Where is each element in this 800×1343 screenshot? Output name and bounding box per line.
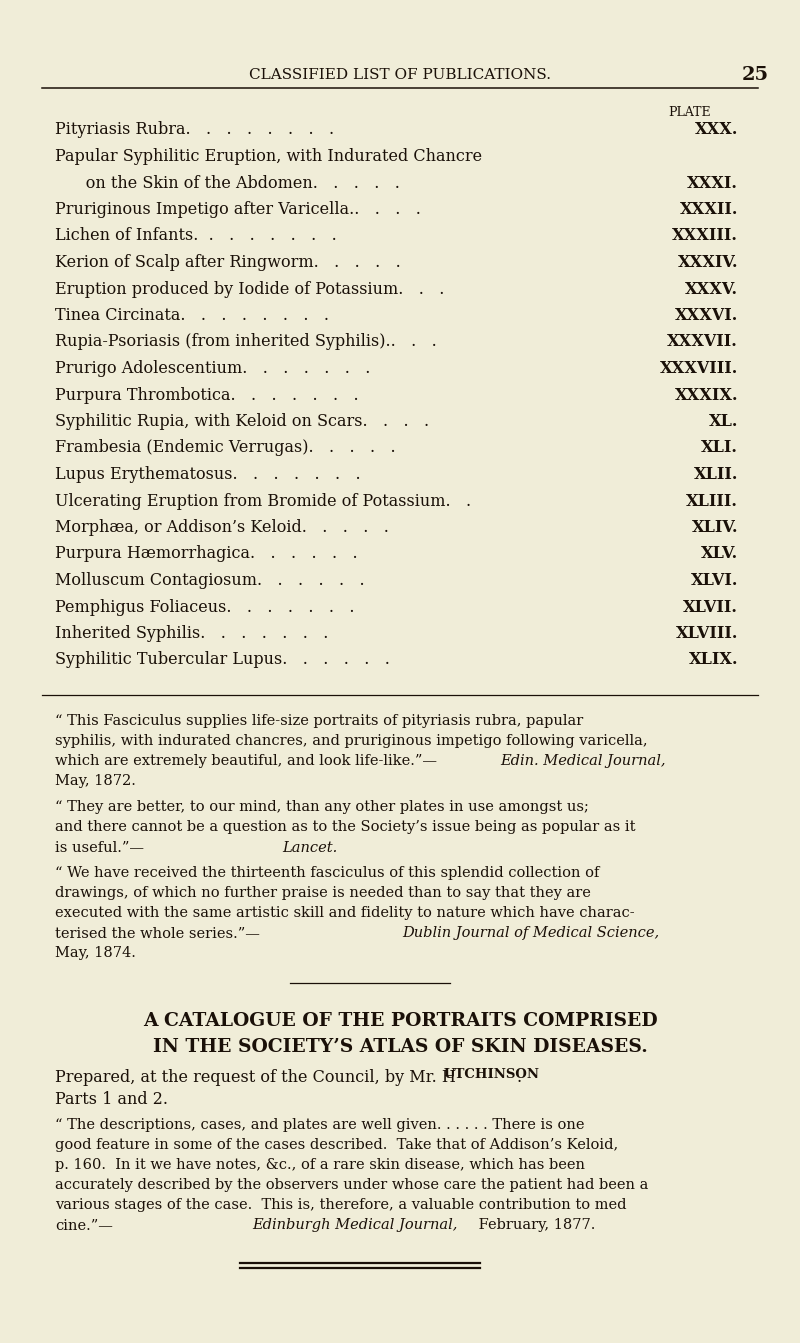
Text: XXXVII.: XXXVII.	[667, 333, 738, 351]
Text: various stages of the case.  This is, therefore, a valuable contribution to med: various stages of the case. This is, the…	[55, 1198, 626, 1213]
Text: XXXII.: XXXII.	[680, 201, 738, 218]
Text: accurately described by the observers under whose care the patient had been a: accurately described by the observers un…	[55, 1179, 648, 1193]
Text: Frambesia (Endemic Verrugas).   .   .   .   .: Frambesia (Endemic Verrugas). . . . .	[55, 439, 396, 457]
Text: May, 1874.: May, 1874.	[55, 947, 136, 960]
Text: which are extremely beautiful, and look life-like.”—: which are extremely beautiful, and look …	[55, 755, 437, 768]
Text: XXX.: XXX.	[694, 121, 738, 138]
Text: Syphilitic Tubercular Lupus.   .   .   .   .   .: Syphilitic Tubercular Lupus. . . . . .	[55, 651, 390, 669]
Text: A CATALOGUE OF THE PORTRAITS COMPRISED: A CATALOGUE OF THE PORTRAITS COMPRISED	[142, 1013, 658, 1030]
Text: “ We have received the thirteenth fasciculus of this splendid collection of: “ We have received the thirteenth fascic…	[55, 866, 599, 881]
Text: XXXIV.: XXXIV.	[678, 254, 738, 271]
Text: Inherited Syphilis.   .   .   .   .   .   .: Inherited Syphilis. . . . . . .	[55, 624, 328, 642]
Text: XL.: XL.	[709, 414, 738, 430]
Text: .: .	[517, 1069, 522, 1085]
Text: XXXVI.: XXXVI.	[674, 308, 738, 324]
Text: Parts 1 and 2.: Parts 1 and 2.	[55, 1091, 168, 1108]
Text: is useful.”—: is useful.”—	[55, 841, 144, 854]
Text: XLIX.: XLIX.	[689, 651, 738, 669]
Text: Prepared, at the request of the Council, by Mr. H: Prepared, at the request of the Council,…	[55, 1069, 456, 1085]
Text: XXXVIII.: XXXVIII.	[660, 360, 738, 377]
Text: Papular Syphilitic Eruption, with Indurated Chancre: Papular Syphilitic Eruption, with Indura…	[55, 148, 482, 165]
Text: Molluscum Contagiosum.   .   .   .   .   .: Molluscum Contagiosum. . . . . .	[55, 572, 365, 590]
Text: XLIV.: XLIV.	[691, 518, 738, 536]
Text: 25: 25	[742, 66, 769, 85]
Text: and there cannot be a question as to the Society’s issue being as popular as it: and there cannot be a question as to the…	[55, 821, 635, 834]
Text: “ They are better, to our mind, than any other plates in use amongst us;: “ They are better, to our mind, than any…	[55, 800, 589, 814]
Text: May, 1872.: May, 1872.	[55, 775, 136, 788]
Text: good feature in some of the cases described.  Take that of Addison’s Keloid,: good feature in some of the cases descri…	[55, 1139, 618, 1152]
Text: on the Skin of the Abdomen.   .   .   .   .: on the Skin of the Abdomen. . . . .	[55, 175, 400, 192]
Text: p. 160.  In it we have notes, &c., of a rare skin disease, which has been: p. 160. In it we have notes, &c., of a r…	[55, 1159, 585, 1172]
Text: Pruriginous Impetigo after Varicella..   .   .   .: Pruriginous Impetigo after Varicella.. .…	[55, 201, 421, 218]
Text: Lancet.: Lancet.	[282, 841, 338, 854]
Text: UTCHINSON: UTCHINSON	[444, 1069, 540, 1081]
Text: XLVI.: XLVI.	[690, 572, 738, 590]
Text: Tinea Circinata.   .   .   .   .   .   .   .: Tinea Circinata. . . . . . . .	[55, 308, 329, 324]
Text: Prurigo Adolescentium.   .   .   .   .   .   .: Prurigo Adolescentium. . . . . . .	[55, 360, 370, 377]
Text: Lichen of Infants.  .   .   .   .   .   .   .: Lichen of Infants. . . . . . . .	[55, 227, 337, 244]
Text: XXXIX.: XXXIX.	[674, 387, 738, 403]
Text: Edin. Medical Journal,: Edin. Medical Journal,	[500, 755, 666, 768]
Text: Rupia-Psoriasis (from inherited Syphilis)..   .   .: Rupia-Psoriasis (from inherited Syphilis…	[55, 333, 437, 351]
Text: Morphæa, or Addison’s Keloid.   .   .   .   .: Morphæa, or Addison’s Keloid. . . . .	[55, 518, 389, 536]
Text: cine.”—: cine.”—	[55, 1218, 113, 1233]
Text: CLASSIFIED LIST OF PUBLICATIONS.: CLASSIFIED LIST OF PUBLICATIONS.	[249, 68, 551, 82]
Text: XLVIII.: XLVIII.	[676, 624, 738, 642]
Text: PLATE: PLATE	[669, 106, 711, 118]
Text: XLV.: XLV.	[701, 545, 738, 563]
Text: Purpura Hæmorrhagica.   .   .   .   .   .: Purpura Hæmorrhagica. . . . . .	[55, 545, 358, 563]
Text: terised the whole series.”—: terised the whole series.”—	[55, 927, 260, 940]
Text: XXXV.: XXXV.	[685, 281, 738, 298]
Text: February, 1877.: February, 1877.	[474, 1218, 595, 1233]
Text: syphilis, with indurated chancres, and pruriginous impetigo following varicella,: syphilis, with indurated chancres, and p…	[55, 735, 648, 748]
Text: XXXI.: XXXI.	[687, 175, 738, 192]
Text: Purpura Thrombotica.   .   .   .   .   .   .: Purpura Thrombotica. . . . . . .	[55, 387, 358, 403]
Text: XLI.: XLI.	[701, 439, 738, 457]
Text: drawings, of which no further praise is needed than to say that they are: drawings, of which no further praise is …	[55, 886, 591, 901]
Text: Kerion of Scalp after Ringworm.   .   .   .   .: Kerion of Scalp after Ringworm. . . . .	[55, 254, 401, 271]
Text: XXXIII.: XXXIII.	[672, 227, 738, 244]
Text: “ The descriptions, cases, and plates are well given. . . . . . There is one: “ The descriptions, cases, and plates ar…	[55, 1119, 585, 1132]
Text: XLII.: XLII.	[694, 466, 738, 483]
Text: Pityriasis Rubra.   .   .   .   .   .   .   .: Pityriasis Rubra. . . . . . . .	[55, 121, 334, 138]
Text: Dublin Journal of Medical Science,: Dublin Journal of Medical Science,	[402, 927, 659, 940]
Text: XLIII.: XLIII.	[686, 493, 738, 509]
Text: XLVII.: XLVII.	[683, 599, 738, 615]
Text: Lupus Erythematosus.   .   .   .   .   .   .: Lupus Erythematosus. . . . . . .	[55, 466, 361, 483]
Text: Pemphigus Foliaceus.   .   .   .   .   .   .: Pemphigus Foliaceus. . . . . . .	[55, 599, 354, 615]
Text: Edinburgh Medical Journal,: Edinburgh Medical Journal,	[252, 1218, 458, 1233]
Text: “ This Fasciculus supplies life-size portraits of pityriasis rubra, papular: “ This Fasciculus supplies life-size por…	[55, 714, 583, 728]
Text: Eruption produced by Iodide of Potassium.   .   .: Eruption produced by Iodide of Potassium…	[55, 281, 444, 298]
Text: Syphilitic Rupia, with Keloid on Scars.   .   .   .: Syphilitic Rupia, with Keloid on Scars. …	[55, 414, 429, 430]
Text: executed with the same artistic skill and fidelity to nature which have charac-: executed with the same artistic skill an…	[55, 907, 634, 920]
Text: IN THE SOCIETY’S ATLAS OF SKIN DISEASES.: IN THE SOCIETY’S ATLAS OF SKIN DISEASES.	[153, 1038, 647, 1057]
Text: Ulcerating Eruption from Bromide of Potassium.   .: Ulcerating Eruption from Bromide of Pota…	[55, 493, 471, 509]
